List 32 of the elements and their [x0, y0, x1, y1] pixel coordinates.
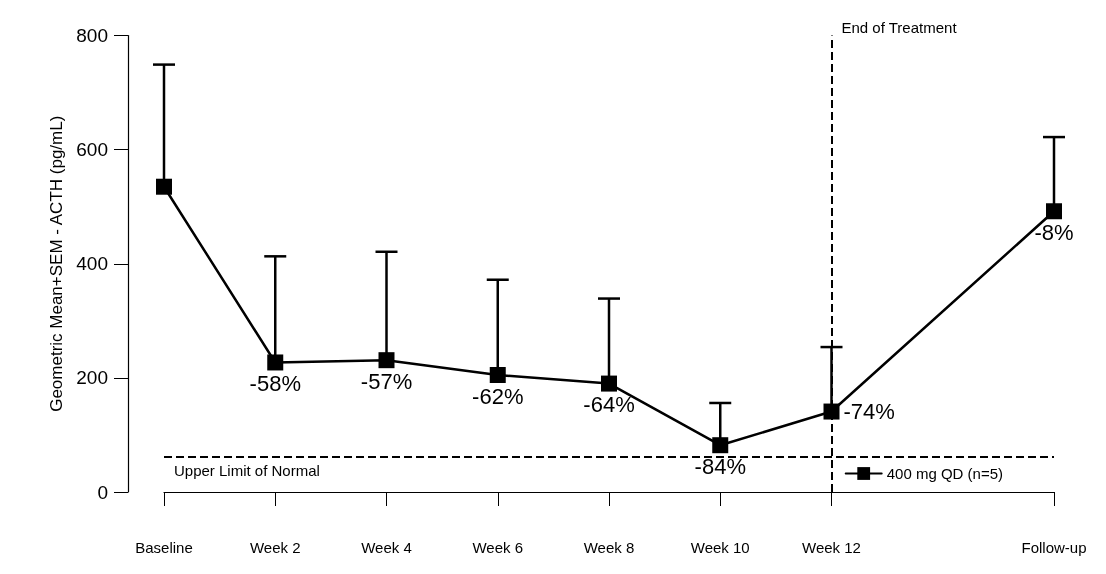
point	[378, 352, 395, 369]
annotation: -62%	[472, 383, 524, 409]
legend-label: 400 mg QD (n=5)	[886, 465, 1004, 482]
x-tick-label: Week 4	[361, 539, 412, 556]
annotation: -84%	[694, 453, 746, 479]
x-tick-label: Week 12	[802, 539, 861, 556]
ref-line-label: End of Treatment	[841, 19, 958, 36]
y-tick-label: 400	[76, 253, 108, 275]
annotation: -74%	[843, 399, 895, 425]
x-tick-label: Week 10	[690, 539, 750, 556]
point	[823, 403, 840, 420]
point	[601, 375, 617, 392]
y-tick-label: 800	[76, 25, 108, 46]
x-tick-label: Baseline	[135, 539, 193, 556]
annotation: -57%	[360, 368, 413, 394]
y-tick-label: 0	[97, 481, 108, 503]
y-axis-title: Geometric Mean+SEM - ACTH (pg/mL)	[47, 115, 67, 412]
x-tick-label: Week 8	[583, 539, 635, 556]
y-tick-label: 600	[76, 139, 108, 161]
point	[712, 437, 729, 454]
point	[1046, 203, 1062, 220]
annotation: -8%	[1034, 219, 1074, 245]
annotation: -58%	[249, 370, 301, 396]
ref-line-label: Upper Limit of Normal	[174, 461, 320, 479]
x-tick-label: Week 2	[249, 539, 301, 556]
point	[156, 178, 172, 195]
x-tick-label: Follow-up	[1021, 539, 1087, 556]
point	[267, 354, 284, 371]
x-tick-label: Week 6	[472, 539, 524, 556]
y-tick-label: 200	[76, 367, 108, 389]
point	[489, 367, 506, 384]
annotation: -64%	[583, 392, 635, 418]
